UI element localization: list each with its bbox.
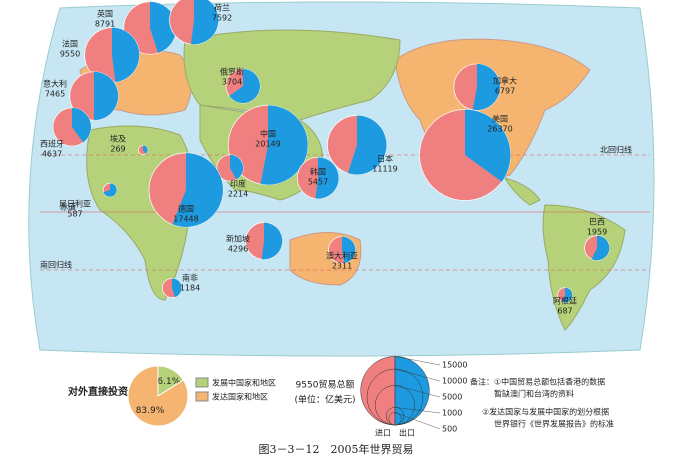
note: 暂缺澳门和台湾的资料	[494, 389, 574, 399]
pie-export	[103, 183, 117, 197]
note: 世界银行《世界发展报告》的标准	[494, 419, 614, 429]
size-tick	[394, 407, 441, 414]
country-total: 587	[67, 210, 82, 219]
country-total: 26370	[487, 125, 512, 134]
pie-export	[150, 1, 177, 53]
country-name: 埃及	[110, 134, 126, 144]
country-total: 11119	[372, 165, 397, 174]
country-total: 2214	[228, 190, 248, 199]
country-total: 20149	[255, 140, 280, 149]
size-circle-export	[394, 412, 402, 426]
map-title: 图3－3－12 2005年世界贸易	[259, 442, 414, 456]
fdi-value-label: 83.9%	[136, 406, 165, 416]
pie-export	[72, 107, 92, 143]
country-total: 269	[110, 145, 125, 154]
country-total: 17448	[173, 215, 198, 224]
size-tick	[394, 368, 441, 382]
import-label: 进口	[375, 429, 391, 438]
country-total: 1184	[180, 284, 200, 293]
size-tick-label: 500	[442, 425, 457, 434]
fdi-slice	[127, 365, 189, 427]
map-label: 北回归线	[600, 145, 632, 155]
pie-export	[342, 236, 356, 264]
country-total: 2311	[332, 262, 352, 271]
pie-export	[261, 222, 283, 260]
pie-export	[190, 0, 219, 45]
size-tick-label: 10000	[442, 377, 467, 386]
country-total: 5457	[308, 178, 328, 187]
country-total: 8791	[95, 20, 115, 29]
country-name: 中国	[260, 129, 276, 139]
country-name: 新加坡	[226, 234, 250, 244]
pie-export	[94, 71, 119, 121]
pie-export	[230, 154, 244, 180]
fdi-value-label: 16.1%	[152, 377, 181, 387]
pie-export	[561, 287, 573, 303]
size-example: 9550贸易总额	[296, 379, 355, 391]
pie-export	[260, 105, 308, 185]
pie-export	[465, 109, 511, 182]
country-name: 巴西	[589, 218, 605, 227]
country-name: 意大利	[43, 79, 67, 89]
pie-export	[172, 278, 182, 298]
note: ②发达国家与发展中国家的划分根据	[482, 407, 609, 417]
size-unit: (单位：亿美元)	[294, 394, 355, 406]
fdi-swatch	[195, 377, 209, 388]
size-tick	[394, 385, 441, 398]
country-total: 1959	[587, 228, 607, 237]
map-label: 赤道	[60, 202, 76, 212]
pie-export	[315, 157, 339, 199]
size-circle-import	[388, 412, 396, 426]
country-name: 荷兰	[214, 3, 230, 13]
map-label: 南回归线	[40, 260, 72, 270]
country-total: 7592	[212, 14, 232, 23]
country-name: 南非	[182, 273, 198, 283]
country-name: 英国	[97, 9, 113, 19]
country-total: 6797	[495, 87, 515, 96]
country-name: 韩国	[310, 167, 326, 177]
country-name: 美国	[492, 114, 508, 124]
size-tick-label: 15000	[442, 361, 467, 370]
fdi-swatch	[195, 391, 209, 402]
size-tick-label: 5000	[442, 393, 462, 402]
size-tick-label: 1000	[442, 409, 462, 418]
country-total: 4637	[42, 150, 62, 159]
country-name: 俄罗斯	[220, 67, 244, 77]
country-total: 7465	[45, 90, 65, 99]
country-total: 3704	[222, 78, 242, 87]
country-name: 印度	[230, 179, 246, 189]
pie-export	[143, 145, 148, 154]
fdi-legend-name: 发展中国家和地区	[212, 378, 276, 388]
note: 备注：①中国贸易总额包括香港的数据	[470, 377, 605, 387]
country-name: 尼日利亚	[59, 199, 91, 209]
country-name: 日本	[377, 154, 393, 164]
export-label: 出口	[399, 428, 415, 438]
pie-export	[172, 153, 223, 227]
country-name: 法国	[62, 39, 78, 49]
country-total: 687	[557, 307, 572, 316]
pie-export	[229, 68, 261, 104]
pie-export	[591, 235, 610, 261]
country-name: 阿根廷	[553, 296, 577, 306]
fdi-legend-name: 发达国家和地区	[212, 392, 268, 402]
country-name: 澳大利亚	[326, 251, 358, 261]
country-total: 9550	[60, 50, 80, 59]
pie-export	[347, 115, 387, 175]
country-name: 加拿大	[493, 76, 517, 86]
size-tick	[394, 356, 441, 366]
pie-export	[112, 27, 140, 83]
country-name: 西班牙	[40, 139, 64, 149]
country-total: 4296	[228, 245, 248, 254]
size-tick	[394, 412, 441, 430]
country-name: 德国	[178, 204, 194, 214]
pie-export	[472, 63, 501, 111]
central-america	[503, 177, 541, 206]
